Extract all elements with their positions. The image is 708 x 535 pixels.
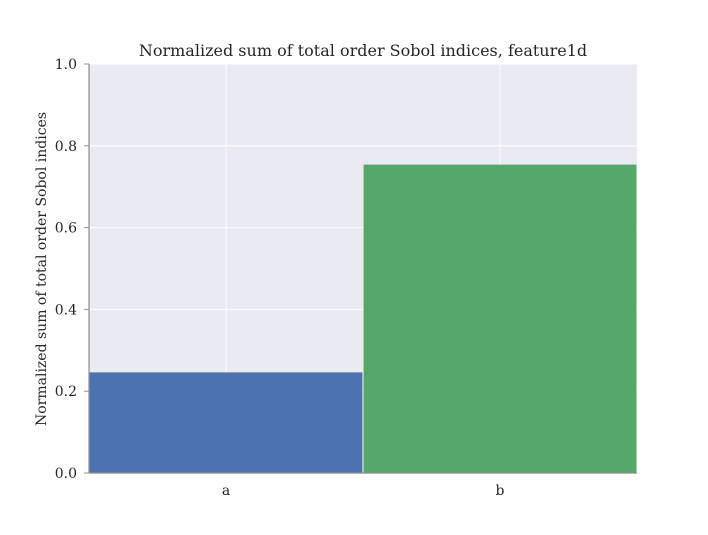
- bars: [89, 164, 637, 473]
- y-tick-label: 0.6: [55, 221, 77, 237]
- y-ticks: 0.0 0.2 0.4 0.6 0.8 1.0: [55, 57, 89, 482]
- y-tick-label: 0.8: [55, 139, 77, 155]
- y-tick-label: 0.0: [55, 466, 77, 482]
- x-tick-label: a: [222, 483, 230, 499]
- bar-b: [363, 164, 637, 473]
- y-tick-label: 0.2: [55, 384, 77, 400]
- axes: [88, 64, 637, 474]
- x-tick-label: b: [496, 483, 505, 499]
- bar-a: [89, 372, 363, 473]
- y-tick-label: 1.0: [55, 57, 77, 73]
- y-axis-label: Normalized sum of total order Sobol indi…: [34, 112, 50, 426]
- chart-title: Normalized sum of total order Sobol indi…: [139, 41, 587, 60]
- y-tick-label: 0.4: [55, 302, 77, 318]
